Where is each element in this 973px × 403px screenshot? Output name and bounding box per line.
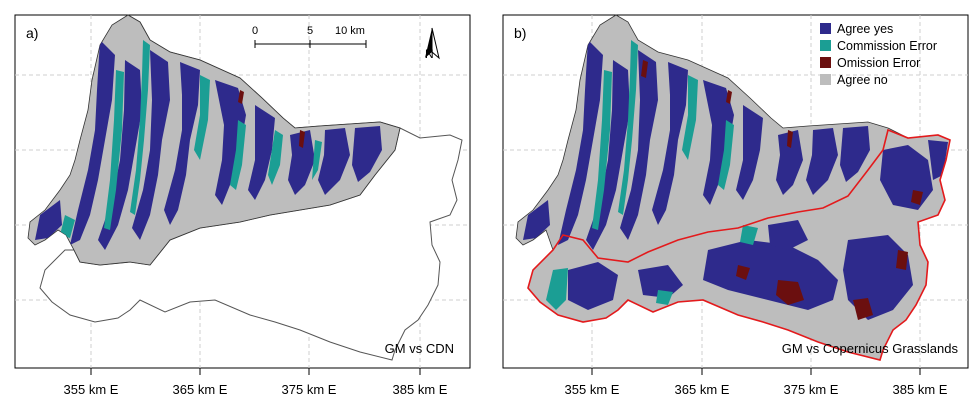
legend-label: Agree yes [837, 22, 893, 36]
legend-swatch [820, 74, 831, 85]
legend-label: Commission Error [837, 39, 937, 53]
x-tick-label: 375 km E [784, 382, 839, 397]
panel-a: a) 0 5 10 km N GM vs CDN 355 km E 365 km [14, 14, 471, 397]
legend-label: Agree no [837, 73, 888, 87]
legend-item-omission-error: Omission Error [820, 56, 920, 70]
north-label: N [425, 47, 434, 61]
region-outline [527, 128, 951, 361]
legend-label: Omission Error [837, 56, 920, 70]
omission-error-patches [238, 90, 305, 148]
north-arrow-icon: N [425, 27, 440, 61]
panel-label: a) [26, 25, 38, 41]
legend: Agree yes Commission Error Omission Erro… [820, 22, 937, 87]
omission-error-patches [641, 60, 923, 320]
agree-yes-patches [35, 40, 382, 250]
legend-item-commission-error: Commission Error [820, 39, 937, 53]
panel-caption: GM vs Copernicus Grasslands [782, 341, 959, 356]
commission-error-patches [546, 40, 758, 310]
classification-patches [35, 40, 382, 250]
legend-swatch [820, 57, 831, 68]
x-axis-ticks [90, 368, 421, 375]
panel-a-figure: a) 0 5 10 km N GM vs CDN 355 km E 365 km [14, 14, 471, 397]
panel-b-figure: b) Agree yes Commission Error Omission E… [502, 14, 969, 397]
x-tick-label: 355 km E [64, 382, 119, 397]
x-tick-label: 365 km E [173, 382, 228, 397]
panel-b: b) Agree yes Commission Error Omission E… [488, 0, 973, 403]
classification-patches [523, 40, 948, 320]
panel-label: b) [514, 25, 526, 41]
scalebar: 0 5 10 km [252, 25, 367, 48]
panel-caption: GM vs CDN [385, 341, 454, 356]
commission-error-patches [60, 40, 322, 238]
x-tick-label: 365 km E [675, 382, 730, 397]
legend-swatch [820, 23, 831, 34]
legend-item-agree-yes: Agree yes [820, 22, 893, 36]
x-tick-label: 385 km E [893, 382, 948, 397]
agree-yes-patches [523, 40, 948, 320]
x-tick-label: 385 km E [393, 382, 448, 397]
x-axis-ticks [591, 368, 921, 375]
legend-item-agree-no: Agree no [820, 73, 888, 87]
scalebar-tick-0: 0 [252, 25, 258, 37]
scalebar-tick-10: 10 km [335, 25, 365, 37]
legend-swatch [820, 40, 831, 51]
x-tick-label: 355 km E [565, 382, 620, 397]
scalebar-tick-5: 5 [307, 25, 313, 37]
x-tick-label: 375 km E [282, 382, 337, 397]
